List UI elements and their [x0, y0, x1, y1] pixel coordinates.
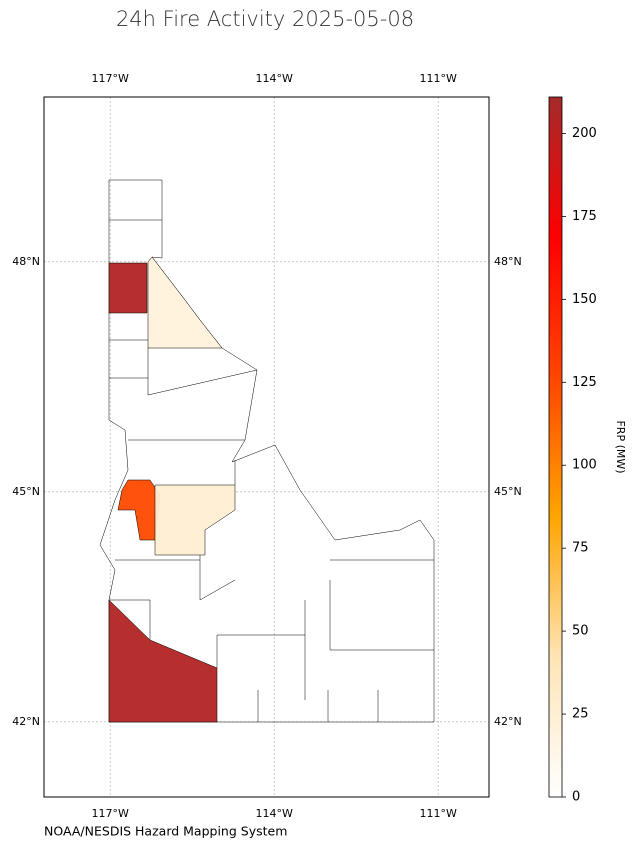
x-tick-label: 111°W	[419, 72, 456, 85]
colorbar-tick-label: 25	[572, 707, 589, 722]
colorbar	[548, 96, 563, 798]
county-region	[154, 484, 236, 556]
county-region	[108, 599, 218, 723]
colorbar-tick-label: 150	[572, 292, 597, 307]
y-tick-label: 42°N	[494, 715, 522, 728]
county-region	[147, 256, 223, 349]
county-border	[109, 219, 434, 722]
colorbar-tick-label: 175	[572, 209, 597, 224]
x-tick-label: 117°W	[91, 72, 128, 85]
map	[99, 179, 435, 723]
colorbar-tick-label: 75	[572, 541, 589, 556]
colorbar-tick-label: 125	[572, 375, 597, 390]
y-tick-label: 45°N	[494, 485, 522, 498]
county-region	[108, 262, 148, 314]
colorbar-tick-label: 100	[572, 458, 597, 473]
source-note: NOAA/NESDIS Hazard Mapping System	[44, 824, 287, 839]
x-tick-label: 117°W	[91, 807, 128, 820]
grid	[44, 97, 489, 797]
x-tick-label: 114°W	[255, 807, 292, 820]
chart-title: 24h Fire Activity 2025-05-08	[116, 7, 414, 31]
county-region	[117, 479, 161, 541]
y-tick-label: 48°N	[12, 255, 40, 268]
x-tick-label: 111°W	[419, 807, 456, 820]
colorbar-label: FRP (MW)	[614, 420, 627, 473]
y-tick-label: 48°N	[494, 255, 522, 268]
colorbar-tick-label: 200	[572, 126, 597, 141]
map-frame	[43, 96, 490, 798]
colorbar-tick-label: 50	[572, 624, 589, 639]
x-tick-label: 114°W	[255, 72, 292, 85]
y-tick-label: 45°N	[12, 485, 40, 498]
y-tick-label: 42°N	[12, 715, 40, 728]
colorbar-tick-label: 0	[572, 790, 580, 805]
